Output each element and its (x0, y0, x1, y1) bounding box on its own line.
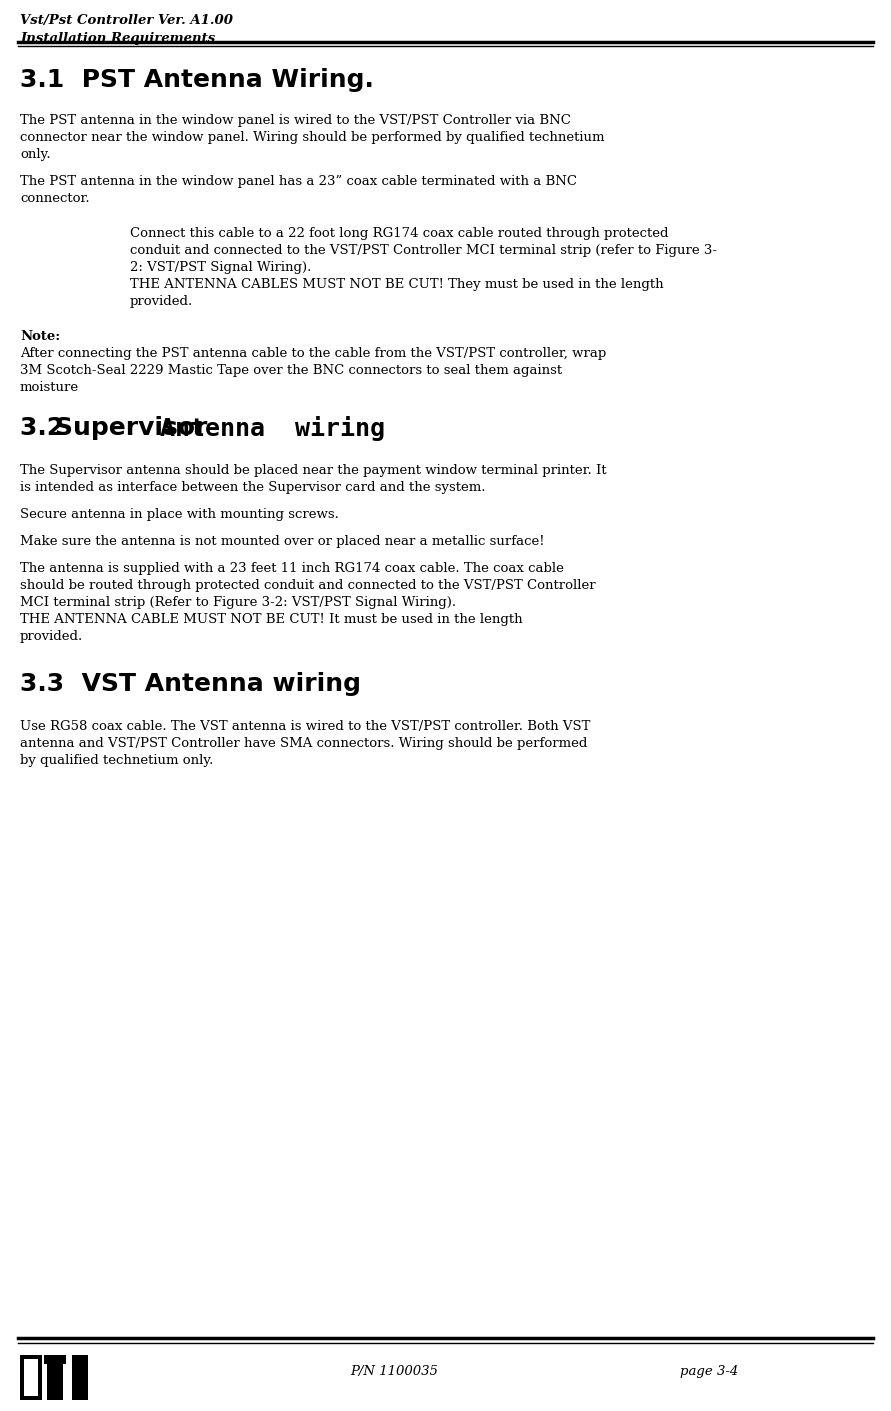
Text: MCI terminal strip (Refer to Figure 3-2: VST/PST Signal Wiring).: MCI terminal strip (Refer to Figure 3-2:… (20, 595, 456, 610)
Text: Vst/Pst Controller Ver. A1.00: Vst/Pst Controller Ver. A1.00 (20, 14, 233, 27)
Bar (20, 1355, 42, 1400)
Text: The PST antenna in the window panel is wired to the VST/PST Controller via BNC: The PST antenna in the window panel is w… (20, 114, 571, 127)
Text: Secure antenna in place with mounting screws.: Secure antenna in place with mounting sc… (20, 508, 339, 521)
Text: The Supervisor antenna should be placed near the payment window terminal printer: The Supervisor antenna should be placed … (20, 464, 607, 477)
Text: page 3-4: page 3-4 (680, 1364, 739, 1379)
Text: The PST antenna in the window panel has a 23” coax cable terminated with a BNC: The PST antenna in the window panel has … (20, 175, 577, 188)
Text: provided.: provided. (20, 629, 83, 643)
Text: Use RG58 coax cable. The VST antenna is wired to the VST/PST controller. Both VS: Use RG58 coax cable. The VST antenna is … (20, 720, 591, 732)
Text: After connecting the PST antenna cable to the cable from the VST/PST controller,: After connecting the PST antenna cable t… (20, 347, 606, 360)
Text: P/N 1100035: P/N 1100035 (350, 1364, 437, 1379)
Text: only.: only. (20, 148, 51, 161)
Text: Antenna  wiring: Antenna wiring (160, 416, 385, 442)
Text: 3.3  VST Antenna wiring: 3.3 VST Antenna wiring (20, 672, 361, 696)
Text: by qualified technetium only.: by qualified technetium only. (20, 753, 213, 768)
Text: antenna and VST/PST Controller have SMA connectors. Wiring should be performed: antenna and VST/PST Controller have SMA … (20, 737, 587, 751)
Bar (44, 1355, 66, 1364)
Text: Make sure the antenna is not mounted over or placed near a metallic surface!: Make sure the antenna is not mounted ove… (20, 535, 544, 547)
Text: Connect this cable to a 22 foot long RG174 coax cable routed through protected: Connect this cable to a 22 foot long RG1… (130, 227, 668, 240)
Bar (24, 1359, 38, 1395)
Text: Note:: Note: (20, 330, 61, 343)
Bar (47, 1355, 63, 1400)
Text: 2: VST/PST Signal Wiring).: 2: VST/PST Signal Wiring). (130, 261, 311, 274)
Text: Installation Requirements: Installation Requirements (20, 32, 216, 45)
Text: 3M Scotch-Seal 2229 Mastic Tape over the BNC connectors to seal them against: 3M Scotch-Seal 2229 Mastic Tape over the… (20, 364, 562, 377)
Text: conduit and connected to the VST/PST Controller MCI terminal strip (refer to Fig: conduit and connected to the VST/PST Con… (130, 244, 717, 257)
Text: connector.: connector. (20, 192, 90, 205)
Text: 3.1  PST Antenna Wiring.: 3.1 PST Antenna Wiring. (20, 68, 374, 92)
Text: The antenna is supplied with a 23 feet 11 inch RG174 coax cable. The coax cable: The antenna is supplied with a 23 feet 1… (20, 562, 564, 576)
Text: moisture: moisture (20, 381, 79, 394)
Text: is intended as interface between the Supervisor card and the system.: is intended as interface between the Sup… (20, 481, 486, 494)
Text: 3.2: 3.2 (20, 416, 73, 440)
Text: THE ANTENNA CABLE MUST NOT BE CUT! It must be used in the length: THE ANTENNA CABLE MUST NOT BE CUT! It mu… (20, 612, 523, 626)
Bar (72, 1355, 88, 1400)
Text: THE ANTENNA CABLES MUST NOT BE CUT! They must be used in the length: THE ANTENNA CABLES MUST NOT BE CUT! They… (130, 278, 664, 291)
Text: connector near the window panel. Wiring should be performed by qualified technet: connector near the window panel. Wiring … (20, 131, 604, 144)
Text: should be routed through protected conduit and connected to the VST/PST Controll: should be routed through protected condu… (20, 579, 595, 593)
Text: provided.: provided. (130, 295, 193, 308)
Text: Supervisor: Supervisor (55, 416, 217, 440)
